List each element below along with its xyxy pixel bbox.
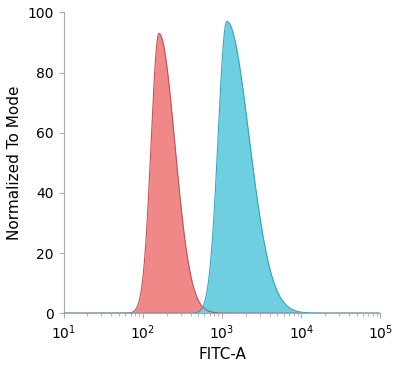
X-axis label: FITC-A: FITC-A (198, 347, 246, 362)
Y-axis label: Normalized To Mode: Normalized To Mode (7, 86, 22, 240)
